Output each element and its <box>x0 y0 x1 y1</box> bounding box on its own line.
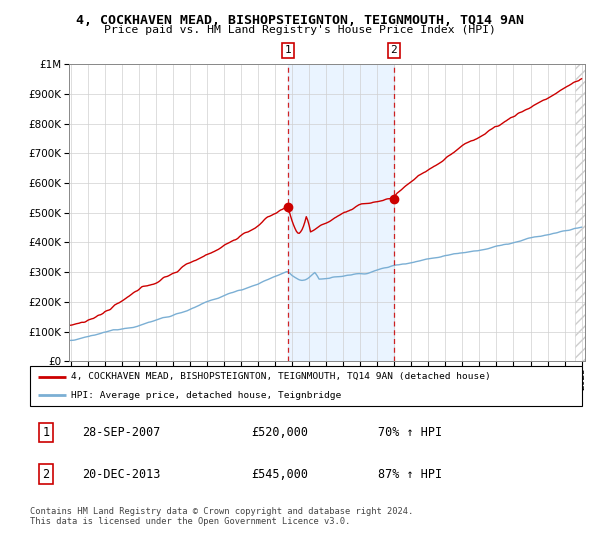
Text: £520,000: £520,000 <box>251 426 308 439</box>
Text: 70% ↑ HPI: 70% ↑ HPI <box>378 426 442 439</box>
Bar <box>575 64 590 361</box>
Text: 2: 2 <box>42 468 49 480</box>
Text: 1: 1 <box>284 45 291 55</box>
Bar <box>575 64 590 361</box>
Bar <box>288 64 394 361</box>
Text: Contains HM Land Registry data © Crown copyright and database right 2024.
This d: Contains HM Land Registry data © Crown c… <box>30 507 413 526</box>
Text: £545,000: £545,000 <box>251 468 308 480</box>
Text: 4, COCKHAVEN MEAD, BISHOPSTEIGNTON, TEIGNMOUTH, TQ14 9AN (detached house): 4, COCKHAVEN MEAD, BISHOPSTEIGNTON, TEIG… <box>71 372 491 381</box>
Text: Price paid vs. HM Land Registry's House Price Index (HPI): Price paid vs. HM Land Registry's House … <box>104 25 496 35</box>
Text: HPI: Average price, detached house, Teignbridge: HPI: Average price, detached house, Teig… <box>71 391 341 400</box>
Text: 1: 1 <box>42 426 49 439</box>
Text: 28-SEP-2007: 28-SEP-2007 <box>82 426 161 439</box>
Text: 20-DEC-2013: 20-DEC-2013 <box>82 468 161 480</box>
Text: 87% ↑ HPI: 87% ↑ HPI <box>378 468 442 480</box>
FancyBboxPatch shape <box>30 366 582 406</box>
Text: 2: 2 <box>391 45 397 55</box>
Text: 4, COCKHAVEN MEAD, BISHOPSTEIGNTON, TEIGNMOUTH, TQ14 9AN: 4, COCKHAVEN MEAD, BISHOPSTEIGNTON, TEIG… <box>76 14 524 27</box>
